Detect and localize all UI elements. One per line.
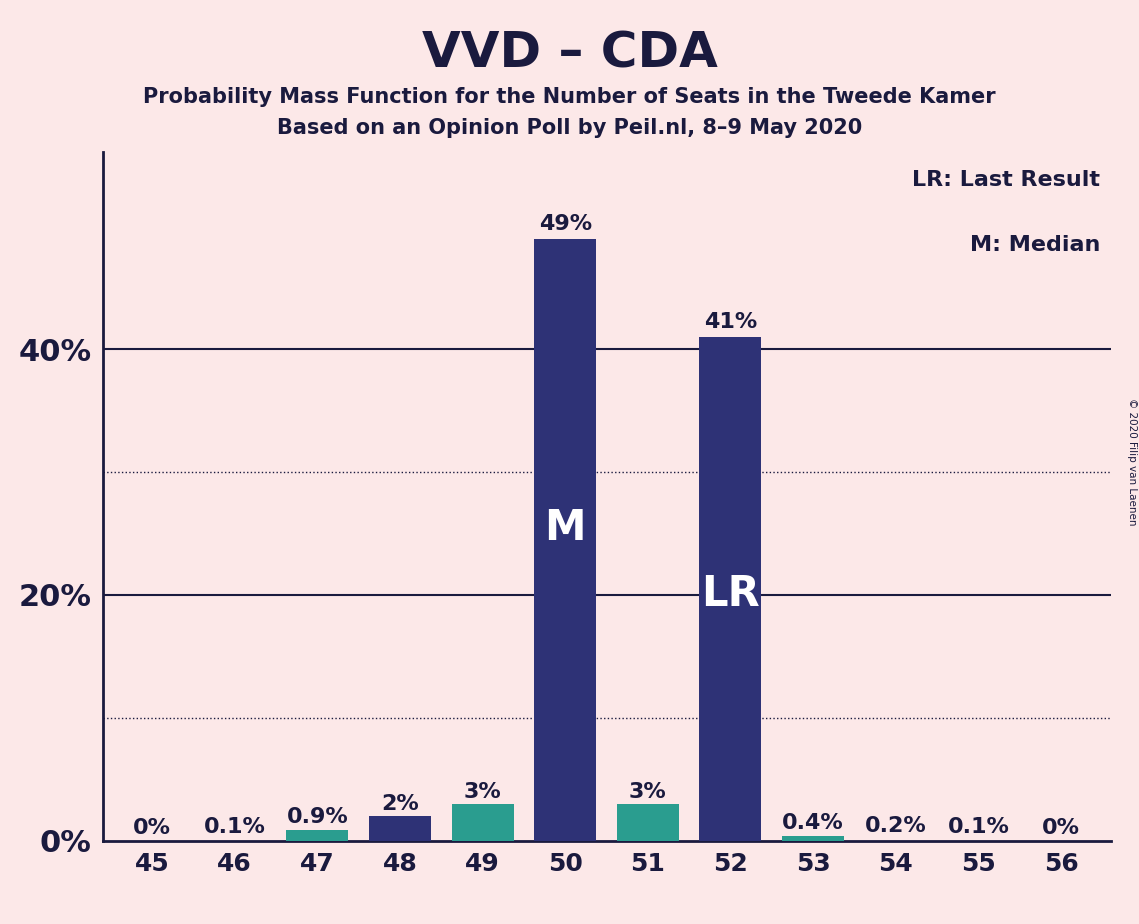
Bar [782,836,844,841]
Text: © 2020 Filip van Laenen: © 2020 Filip van Laenen [1126,398,1137,526]
Bar [699,337,762,841]
Bar [451,804,514,841]
Text: 3%: 3% [464,782,501,801]
Text: 0.1%: 0.1% [948,817,1009,837]
Text: 0.4%: 0.4% [782,813,844,833]
Text: 0.1%: 0.1% [204,817,265,837]
Bar [369,816,431,841]
Bar [617,804,679,841]
Text: 3%: 3% [629,782,666,801]
Bar [534,238,596,841]
Text: 49%: 49% [539,213,592,234]
Text: Based on an Opinion Poll by Peil.nl, 8–9 May 2020: Based on an Opinion Poll by Peil.nl, 8–9… [277,118,862,139]
Bar [865,838,927,841]
Text: M: M [544,506,585,549]
Bar [948,840,1009,841]
Text: 0%: 0% [133,819,171,838]
Text: 2%: 2% [382,794,419,814]
Bar [204,840,265,841]
Text: 0.2%: 0.2% [865,816,927,836]
Text: 41%: 41% [704,312,757,332]
Text: VVD – CDA: VVD – CDA [421,30,718,78]
Text: M: Median: M: Median [970,235,1100,255]
Text: 0%: 0% [1042,819,1080,838]
Bar [286,830,349,841]
Text: Probability Mass Function for the Number of Seats in the Tweede Kamer: Probability Mass Function for the Number… [144,87,995,107]
Text: LR: LR [702,573,760,614]
Text: LR: Last Result: LR: Last Result [912,170,1100,189]
Text: 0.9%: 0.9% [286,808,349,827]
